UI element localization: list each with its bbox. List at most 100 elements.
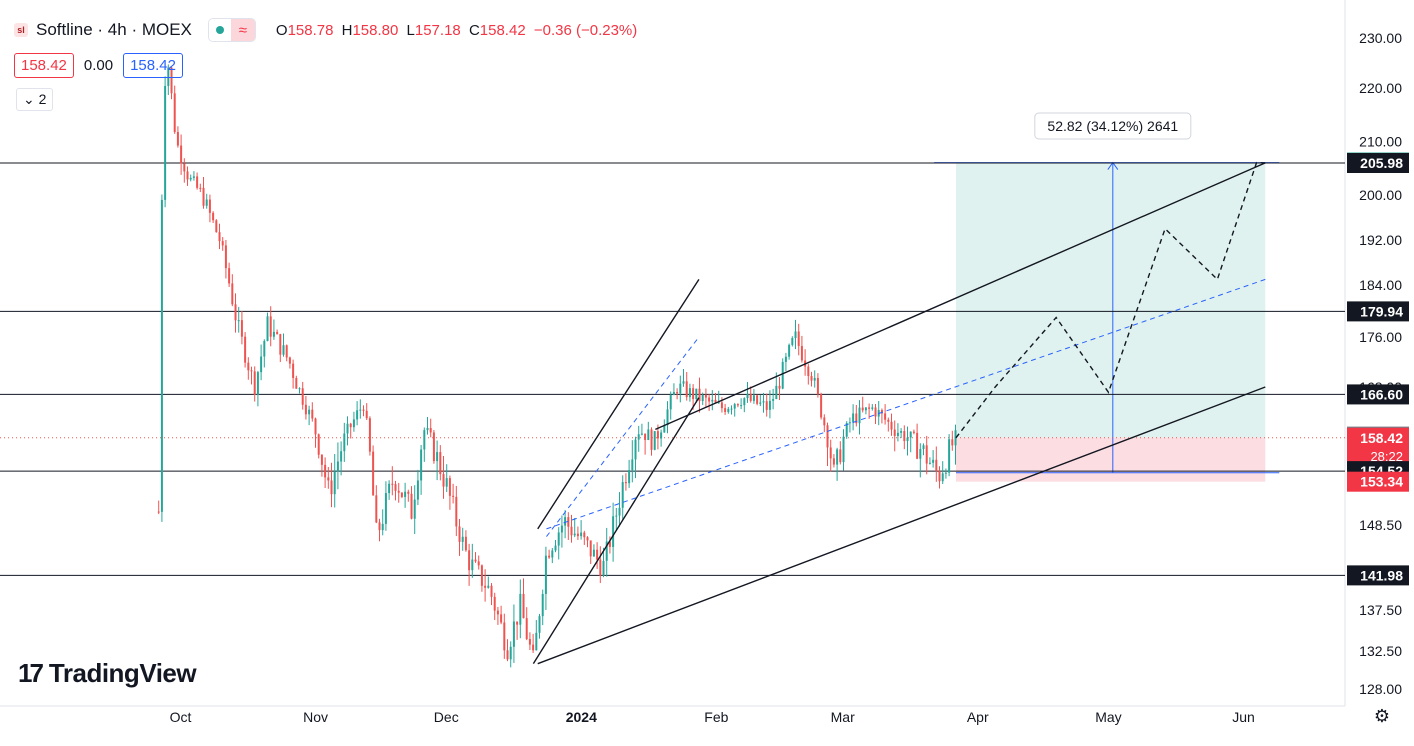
candle-body: [775, 385, 778, 400]
candle-body: [688, 388, 691, 398]
candle-body: [932, 459, 935, 463]
candle-body: [928, 462, 931, 464]
candle-body: [676, 392, 679, 394]
candle-body: [743, 398, 746, 406]
candle-body: [516, 621, 519, 625]
x-tick-label: Jun: [1232, 709, 1255, 725]
candle-body: [935, 459, 938, 472]
y-tick-label: 184.00: [1359, 277, 1402, 293]
candle-body: [640, 433, 643, 435]
low-label: L: [406, 21, 415, 39]
open-label: O: [275, 21, 288, 39]
candle-body: [656, 431, 659, 439]
candle-body: [698, 388, 701, 402]
candle-body: [423, 430, 426, 450]
projection-path: [955, 161, 1266, 439]
candle-body: [458, 526, 461, 542]
candle-body: [906, 437, 909, 442]
data-problem-icon[interactable]: ≈: [230, 19, 255, 41]
candle-body: [733, 404, 736, 409]
candle-body: [800, 346, 803, 361]
candle-body: [573, 533, 576, 536]
candle-body: [532, 644, 535, 651]
price-label-text: 158.42: [1360, 430, 1403, 446]
candle-body: [196, 176, 199, 188]
candle-body: [887, 419, 890, 422]
x-tick-label: Feb: [704, 709, 728, 725]
candle-body: [672, 392, 675, 396]
candle-body: [205, 199, 208, 206]
x-tick-label: Apr: [967, 709, 989, 725]
candle-body: [884, 413, 887, 420]
candle-body: [634, 439, 637, 460]
x-tick-label: May: [1095, 709, 1121, 725]
spread-value: 0.00: [83, 57, 114, 74]
candle-body: [727, 408, 730, 413]
gear-icon[interactable]: ⚙: [1373, 705, 1391, 726]
candle-body: [288, 357, 291, 364]
candle-body: [445, 478, 448, 487]
candle-body: [388, 483, 391, 494]
candle-body: [189, 177, 192, 180]
candle-body: [538, 616, 541, 633]
x-tick-label: Mar: [831, 709, 855, 725]
candle-body: [279, 334, 282, 355]
candle-body: [500, 614, 503, 623]
candle-body: [490, 585, 493, 597]
candle-body: [714, 399, 717, 403]
candle-body: [295, 378, 298, 389]
candle-body: [749, 393, 752, 401]
candle-body: [778, 385, 781, 389]
symbol-title[interactable]: Softline · 4h · MOEX: [36, 20, 192, 39]
loss-zone: [955, 437, 1266, 482]
candle-body: [781, 361, 784, 389]
trade-buttons: 158.42 0.00 158.42: [14, 53, 183, 78]
market-status-icon[interactable]: [208, 19, 231, 41]
candle-body: [352, 419, 355, 428]
trend-line: [532, 397, 700, 665]
candle-body: [852, 413, 855, 423]
close-value: 158.42: [479, 21, 526, 39]
candle-body: [730, 408, 733, 410]
candle-body: [224, 245, 227, 269]
x-tick-label: 2024: [566, 709, 597, 725]
candle-body: [160, 199, 163, 512]
candle-body: [596, 549, 599, 560]
position-label-box: [1034, 112, 1192, 140]
candle-body: [292, 363, 295, 379]
buy-button[interactable]: 158.42: [123, 53, 183, 78]
candle-body: [253, 371, 256, 395]
candle-body: [941, 473, 944, 482]
candle-body: [666, 409, 669, 426]
candle-body: [944, 472, 947, 474]
candle-body: [480, 565, 483, 586]
candle-body: [560, 525, 563, 533]
candle-body: [452, 495, 455, 497]
candle-body: [327, 477, 330, 481]
indicators-toggle-button[interactable]: ⌄ 2: [16, 88, 54, 111]
candle-body: [308, 409, 311, 415]
candle-body: [167, 67, 170, 86]
candle-body: [525, 618, 528, 640]
trend-line: [546, 336, 700, 537]
trend-line: [546, 278, 1266, 530]
candle-body: [637, 434, 640, 440]
sell-button[interactable]: 158.42: [14, 53, 74, 78]
candle-body: [599, 559, 602, 576]
legend-toggle-group[interactable]: ≈: [207, 18, 256, 42]
candle-body: [221, 241, 224, 246]
y-tick-label: 137.50: [1359, 602, 1402, 618]
candle-body: [740, 405, 743, 407]
candle-body: [592, 549, 595, 557]
candle-body: [724, 408, 727, 413]
candle-body: [349, 423, 352, 428]
candle-body: [285, 345, 288, 358]
candle-body: [871, 407, 874, 409]
candle-body: [554, 545, 557, 551]
candle-body: [250, 370, 253, 372]
candle-body: [244, 336, 247, 363]
candle-body: [586, 537, 589, 541]
candle-body: [768, 400, 771, 410]
candle-body: [218, 232, 221, 242]
